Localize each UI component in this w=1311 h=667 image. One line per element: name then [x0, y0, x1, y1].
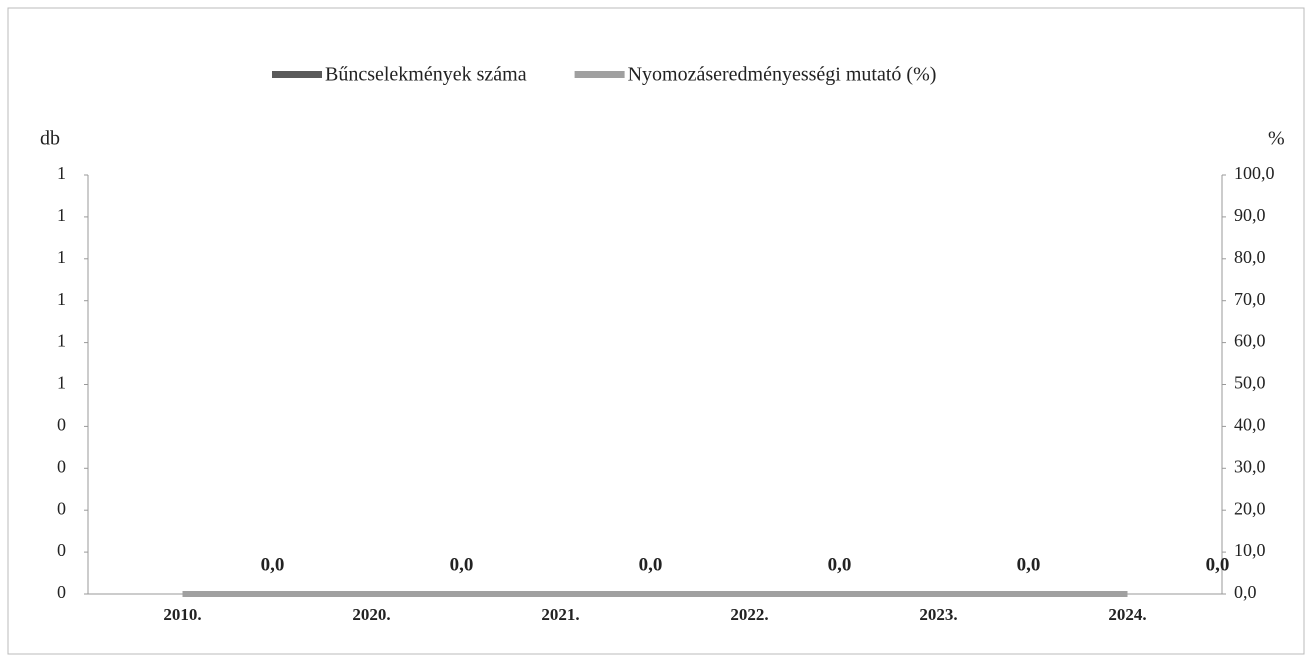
- x-tick-label: 2020.: [352, 605, 390, 624]
- legend-label: Bűncselekmények száma: [325, 64, 527, 86]
- data-label: 0,0: [450, 554, 474, 575]
- x-tick-label: 2024.: [1108, 605, 1146, 624]
- data-label: 0,0: [639, 554, 663, 575]
- y2-tick-label: 60,0: [1234, 331, 1266, 351]
- y-tick-label: 1: [57, 331, 66, 351]
- legend-swatch: [272, 71, 322, 78]
- y-tick-label: 1: [57, 247, 66, 267]
- y-tick-label: 1: [57, 289, 66, 309]
- y-tick-label: 0: [57, 498, 66, 518]
- y-tick-label: 1: [57, 373, 66, 393]
- data-label: 0,0: [261, 554, 285, 575]
- y2-tick-label: 20,0: [1234, 498, 1266, 518]
- y-tick-label: 1: [57, 163, 66, 183]
- y2-axis-title: %: [1268, 128, 1285, 150]
- x-tick-label: 2022.: [730, 605, 768, 624]
- y2-tick-label: 40,0: [1234, 415, 1266, 435]
- y2-tick-label: 80,0: [1234, 247, 1266, 267]
- data-label: 0,0: [1206, 554, 1230, 575]
- chart-frame: [7, 7, 1305, 655]
- y2-tick-label: 100,0: [1234, 163, 1275, 183]
- y2-tick-label: 50,0: [1234, 373, 1266, 393]
- y-tick-label: 1: [57, 205, 66, 225]
- y2-tick-label: 0,0: [1234, 582, 1257, 602]
- y-axis-title: db: [40, 128, 60, 150]
- y-tick-label: 0: [57, 415, 66, 435]
- x-tick-label: 2023.: [919, 605, 957, 624]
- legend-label: Nyomozáseredményességi mutató (%): [628, 64, 937, 86]
- y2-tick-label: 90,0: [1234, 205, 1266, 225]
- y-tick-label: 0: [57, 540, 66, 560]
- data-label: 0,0: [828, 554, 852, 575]
- y2-tick-label: 70,0: [1234, 289, 1266, 309]
- x-tick-label: 2021.: [541, 605, 579, 624]
- data-label: 0,0: [1017, 554, 1041, 575]
- y-tick-label: 0: [57, 456, 66, 476]
- x-tick-label: 2010.: [163, 605, 201, 624]
- legend-swatch: [574, 71, 625, 78]
- y-tick-label: 0: [57, 582, 66, 602]
- y2-tick-label: 30,0: [1234, 456, 1266, 476]
- y2-tick-label: 10,0: [1234, 540, 1266, 560]
